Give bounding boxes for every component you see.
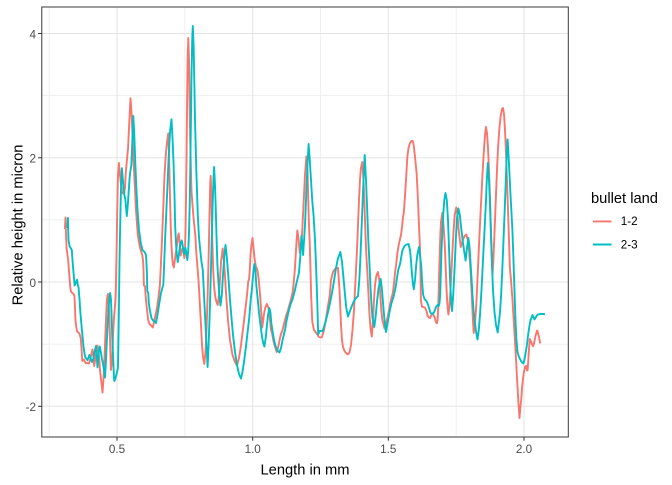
svg-text:0: 0 [29,277,36,290]
svg-text:bullet land: bullet land [591,191,658,207]
svg-text:2.0: 2.0 [516,443,533,456]
svg-text:-2: -2 [26,401,36,414]
svg-text:2-3: 2-3 [621,239,638,252]
svg-text:2: 2 [29,153,36,166]
svg-text:1.0: 1.0 [245,443,262,456]
svg-text:Relative height in micron: Relative height in micron [11,145,27,306]
svg-text:0.5: 0.5 [109,443,126,456]
svg-text:4: 4 [29,28,36,41]
svg-text:1.5: 1.5 [380,443,397,456]
svg-text:Length in mm: Length in mm [261,463,350,479]
svg-text:1-2: 1-2 [621,215,638,228]
